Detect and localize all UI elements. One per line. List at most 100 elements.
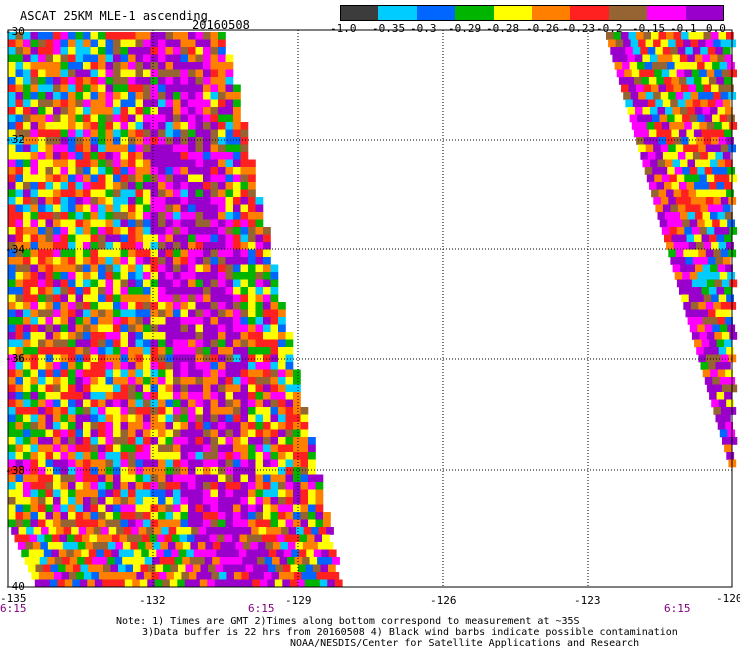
swath-cell	[62, 542, 71, 550]
swath-cell	[90, 369, 99, 378]
swath-cell	[120, 362, 129, 370]
swath-cell	[68, 47, 76, 55]
swath-cell	[659, 62, 668, 70]
swath-cell	[625, 47, 634, 55]
swath-cell	[669, 174, 678, 183]
swath-cell	[30, 152, 39, 160]
swath-cell	[98, 279, 106, 288]
swath-cell	[180, 354, 189, 363]
swath-cell	[233, 129, 241, 138]
swath-cell	[718, 189, 727, 198]
swath-cell	[23, 62, 31, 70]
swath-cell	[659, 167, 668, 175]
swath-cell	[165, 452, 174, 460]
swath-cell	[210, 497, 219, 505]
swath-cell	[75, 324, 84, 333]
swath-cell	[707, 47, 716, 55]
swath-cell	[60, 99, 69, 108]
swath-cell	[225, 369, 234, 378]
swath-cell	[633, 77, 642, 85]
swath-cell	[68, 482, 76, 490]
swath-cell	[113, 287, 121, 295]
swath-cell	[255, 452, 264, 460]
swath-cell	[135, 399, 144, 408]
swath-cell	[233, 489, 241, 498]
swath-cell	[60, 519, 69, 528]
swath-cell	[188, 242, 196, 250]
swath-cell	[275, 564, 284, 573]
swath-cell	[192, 579, 201, 588]
swath-cell	[98, 47, 106, 55]
swath-cell	[90, 264, 99, 273]
swath-cell	[30, 422, 39, 430]
swath-cell	[280, 542, 289, 550]
swath-cell	[90, 302, 99, 310]
swath-cell	[248, 384, 256, 393]
swath-cell	[83, 159, 91, 168]
swath-cell	[45, 459, 54, 468]
swath-cell	[705, 39, 714, 48]
swath-cell	[218, 32, 226, 40]
swath-cell	[293, 519, 301, 528]
swath-cell	[165, 69, 174, 78]
swath-cell	[45, 197, 54, 205]
swath-cell	[15, 227, 24, 235]
swath-cell	[188, 384, 196, 393]
swath-cell	[98, 512, 106, 520]
swath-cell	[193, 549, 202, 558]
swath-cell	[218, 212, 226, 220]
swath-cell	[91, 572, 100, 580]
swath-cell	[210, 122, 219, 130]
swath-cell	[720, 197, 729, 205]
swath-cell	[165, 272, 174, 280]
swath-cell	[203, 444, 211, 453]
swath-cell	[128, 407, 136, 415]
swath-cell	[218, 332, 226, 340]
swath-cell	[188, 204, 196, 213]
swath-cell	[105, 354, 114, 363]
swath-cell	[203, 324, 211, 333]
swath-cell	[83, 204, 91, 213]
swath-cell	[671, 234, 680, 243]
swath-cell	[113, 332, 121, 340]
swath-cell	[52, 534, 60, 543]
swath-cell	[225, 234, 234, 243]
swath-cell	[173, 197, 181, 205]
swath-cell	[317, 542, 326, 550]
swath-cell	[240, 392, 249, 400]
swath-cell	[165, 159, 174, 168]
swath-cell	[165, 114, 174, 123]
swath-cell	[313, 564, 321, 573]
swath-cell	[68, 467, 76, 475]
swath-cell	[60, 234, 69, 243]
swath-cell	[204, 557, 213, 565]
swath-cell	[90, 279, 99, 288]
swath-cell	[300, 504, 309, 513]
swath-cell	[724, 392, 732, 400]
swath-cell	[210, 294, 219, 303]
swath-cell	[165, 77, 174, 85]
swath-cell	[143, 429, 151, 438]
swath-cell	[85, 542, 94, 550]
swath-cell	[210, 332, 219, 340]
swath-cell	[193, 564, 201, 573]
swath-cell	[68, 159, 76, 168]
swath-cell	[143, 414, 151, 423]
swath-cell	[652, 62, 660, 70]
swath-cell	[23, 152, 31, 160]
swath-cell	[158, 242, 166, 250]
swath-cell	[150, 272, 159, 280]
swath-cell	[248, 392, 256, 400]
swath-cell	[53, 459, 61, 468]
swath-cell	[77, 542, 86, 550]
swath-cell	[188, 482, 196, 490]
swath-cell	[23, 362, 31, 370]
swath-cell	[158, 54, 166, 63]
swath-cell	[173, 77, 181, 85]
swath-cell	[98, 287, 106, 295]
swath-cell	[670, 152, 679, 160]
swath-cell	[687, 54, 696, 63]
swath-cell	[38, 369, 46, 378]
swath-cell	[45, 174, 54, 183]
swath-cell	[120, 504, 129, 513]
